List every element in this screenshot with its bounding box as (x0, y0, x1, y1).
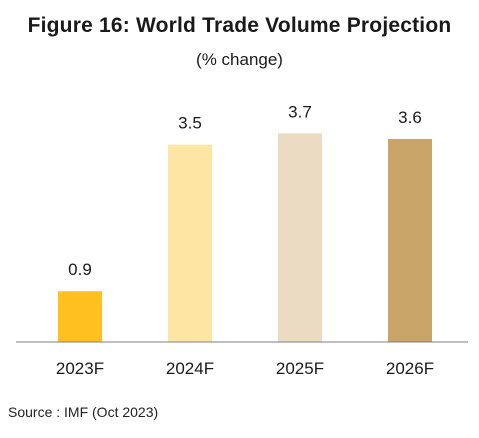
category-label-2026F: 2026F (386, 359, 434, 378)
bars-group (58, 133, 432, 342)
category-labels-group: 2023F 2024F 2025F 2026F (56, 359, 434, 378)
value-label-2024F: 3.5 (178, 114, 202, 133)
bar-2023F (58, 291, 102, 342)
chart-title: Figure 16: World Trade Volume Projection (27, 14, 452, 37)
source-note: Source : IMF (Oct 2023) (8, 404, 159, 420)
value-label-2026F: 3.6 (398, 108, 422, 127)
value-label-2023F: 0.9 (68, 260, 92, 279)
category-label-2025F: 2025F (276, 359, 324, 378)
bar-2024F (168, 144, 212, 342)
bar-2026F (388, 138, 432, 342)
chart-subtitle: (% change) (196, 50, 283, 69)
value-labels-group: 0.9 3.5 3.7 3.6 (68, 102, 422, 279)
category-label-2024F: 2024F (166, 359, 214, 378)
category-label-2023F: 2023F (56, 359, 104, 378)
value-label-2025F: 3.7 (288, 102, 312, 121)
bar-2025F (278, 133, 322, 342)
